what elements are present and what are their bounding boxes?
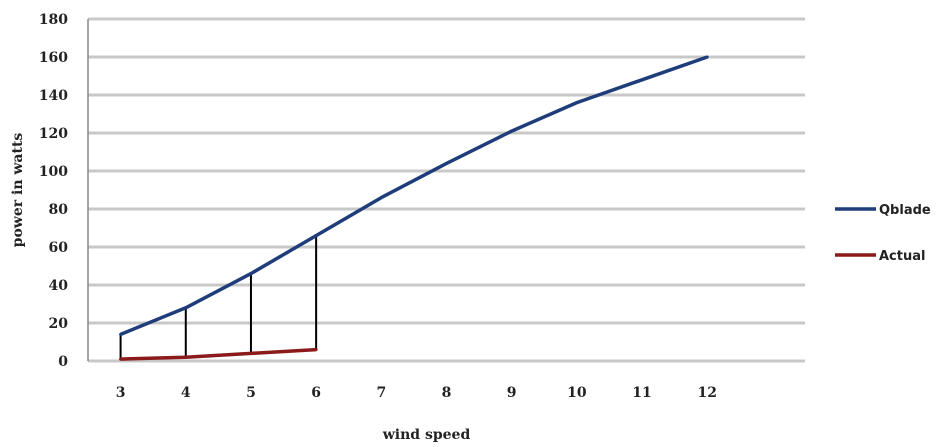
data-point-qblade (249, 272, 253, 276)
data-point-qblade (445, 161, 448, 165)
data-point-qblade (705, 55, 709, 59)
x-tick-label: 3 (116, 385, 126, 401)
legend-label: Actual (879, 249, 925, 264)
x-axis-title: wind speed (382, 427, 471, 443)
data-point-qblade (314, 234, 318, 238)
y-tick-label: 60 (49, 240, 69, 256)
y-tick-labels: 0 20 40 60 80 100 120 140 160 180 (39, 12, 68, 370)
data-point-qblade (575, 101, 579, 105)
y-tick-label: 160 (39, 50, 68, 66)
data-point-actual (184, 355, 188, 359)
series-lines (119, 55, 709, 361)
x-tick-label: 8 (442, 385, 452, 401)
x-tick-label: 11 (632, 385, 651, 401)
y-tick-label: 80 (49, 202, 69, 218)
data-point-qblade (119, 332, 123, 336)
data-point-qblade (379, 196, 383, 200)
x-tick-labels: 3 4 5 6 7 8 9 10 11 12 (116, 385, 717, 401)
data-point-actual (249, 351, 253, 355)
series-line-qblade (119, 55, 708, 337)
y-tick-label: 0 (58, 354, 68, 370)
x-tick-label: 4 (181, 385, 191, 401)
drop-lines (119, 235, 318, 360)
series-line-actual (120, 347, 317, 361)
data-point-qblade (640, 78, 644, 82)
data-point-qblade (184, 306, 188, 310)
y-tick-label: 100 (39, 164, 68, 180)
y-tick-label: 40 (49, 278, 69, 294)
x-tick-label: 5 (246, 385, 256, 401)
x-tick-label: 10 (567, 385, 587, 401)
x-tick-label: 6 (311, 385, 321, 401)
y-tick-label: 140 (39, 88, 68, 104)
y-tick-label: 120 (39, 126, 68, 142)
x-tick-label: 12 (697, 385, 716, 401)
x-tick-label: 7 (376, 385, 386, 401)
legend: Qblade Actual (835, 203, 931, 264)
data-point-actual (119, 357, 123, 361)
x-tick-label: 9 (507, 385, 517, 401)
data-point-qblade (510, 129, 514, 133)
y-tick-label: 180 (39, 12, 68, 28)
data-point-actual (314, 348, 318, 352)
gridlines (88, 17, 805, 363)
legend-label: Qblade (879, 203, 931, 218)
y-tick-label: 20 (49, 316, 69, 332)
y-axis-title: power in watts (10, 133, 26, 248)
